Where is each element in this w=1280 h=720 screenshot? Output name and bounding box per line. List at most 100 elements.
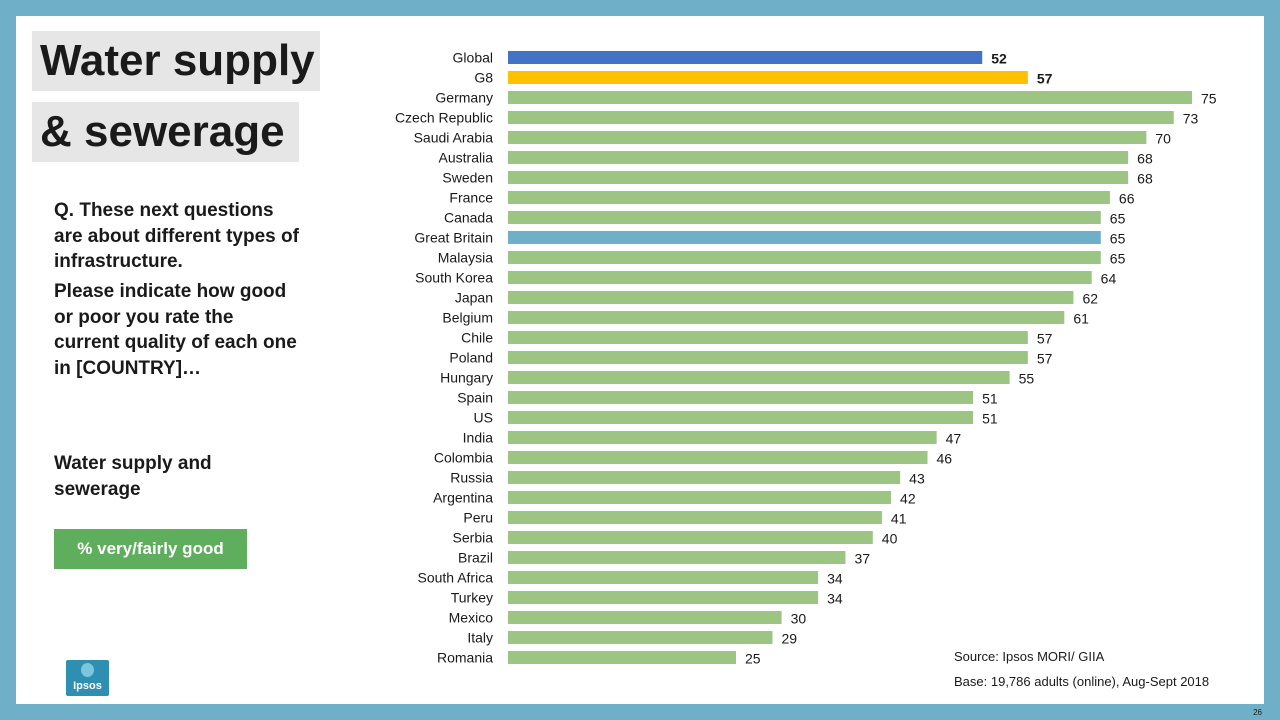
value-label-spain: 51 — [982, 391, 998, 407]
page-number: 26 — [1253, 708, 1262, 717]
category-label-serbia: Serbia — [453, 530, 494, 546]
category-label-saudi-arabia: Saudi Arabia — [414, 130, 494, 146]
value-label-turkey: 34 — [827, 591, 843, 607]
bar-germany — [508, 91, 1192, 104]
value-label-poland: 57 — [1037, 351, 1053, 367]
bar-turkey — [508, 591, 819, 604]
bar-hungary — [508, 371, 1010, 384]
category-label-malaysia: Malaysia — [438, 250, 493, 266]
value-label-global: 52 — [991, 51, 1007, 67]
question-text-2: Please indicate how good or poor you rat… — [54, 281, 297, 379]
value-label-brazil: 37 — [854, 551, 870, 567]
category-label-mexico: Mexico — [449, 610, 494, 626]
value-label-us: 51 — [982, 411, 998, 427]
value-label-south-korea: 64 — [1101, 271, 1117, 287]
title-line-2: & sewerage — [32, 102, 299, 162]
category-label-germany: Germany — [435, 90, 493, 106]
bar-saudi-arabia — [508, 131, 1147, 144]
category-label-chile: Chile — [461, 330, 493, 346]
category-label-peru: Peru — [463, 510, 493, 526]
value-label-chile: 57 — [1037, 331, 1053, 347]
bar-canada — [508, 211, 1101, 224]
bar-global — [508, 51, 983, 64]
value-label-peru: 41 — [891, 511, 907, 527]
bar-belgium — [508, 311, 1065, 324]
bar-russia — [508, 471, 901, 484]
logo-swirl-icon — [81, 663, 94, 677]
bar-mexico — [508, 611, 782, 624]
bar-colombia — [508, 451, 928, 464]
category-label-australia: Australia — [439, 150, 494, 166]
value-label-france: 66 — [1119, 191, 1135, 207]
subject-label: Water supply and sewerage — [54, 453, 212, 500]
category-label-czech-republic: Czech Republic — [395, 110, 493, 126]
category-label-south-korea: South Korea — [415, 270, 493, 286]
bar-spain — [508, 391, 974, 404]
category-label-russia: Russia — [450, 470, 493, 486]
ipsos-logo: Ipsos — [66, 660, 109, 696]
category-label-global: Global — [453, 50, 493, 66]
value-label-japan: 62 — [1082, 291, 1098, 307]
bar-czech-republic — [508, 111, 1174, 124]
bar-peru — [508, 511, 882, 524]
base-note: Base: 19,786 adults (online), Aug-Sept 2… — [954, 674, 1210, 689]
bar-italy — [508, 631, 773, 644]
bar-sweden — [508, 171, 1129, 184]
title-line-1: Water supply — [32, 31, 320, 91]
value-label-hungary: 55 — [1019, 371, 1035, 387]
value-label-czech-republic: 73 — [1183, 111, 1199, 127]
bar-malaysia — [508, 251, 1101, 264]
category-label-romania: Romania — [437, 650, 493, 666]
bar-india — [508, 431, 937, 444]
value-label-canada: 65 — [1110, 211, 1126, 227]
value-label-south-africa: 34 — [827, 571, 843, 587]
category-label-us: US — [474, 410, 493, 426]
measure-badge: % very/fairly good — [54, 529, 247, 569]
category-label-brazil: Brazil — [458, 550, 493, 566]
slide: Water supply & sewerage Q. These next qu… — [16, 16, 1264, 704]
value-label-great-britain: 65 — [1110, 231, 1126, 247]
value-label-malaysia: 65 — [1110, 251, 1126, 267]
category-label-g8: G8 — [474, 70, 493, 86]
value-label-g8: 57 — [1037, 71, 1053, 87]
bar-australia — [508, 151, 1129, 164]
bar-g8 — [508, 71, 1028, 84]
category-label-colombia: Colombia — [434, 450, 493, 466]
category-label-argentina: Argentina — [433, 490, 493, 506]
category-label-sweden: Sweden — [442, 170, 493, 186]
category-label-poland: Poland — [449, 350, 493, 366]
category-label-spain: Spain — [457, 390, 493, 406]
bar-south-africa — [508, 571, 819, 584]
bar-chile — [508, 331, 1028, 344]
bar-great-britain — [508, 231, 1101, 244]
value-label-mexico: 30 — [791, 611, 807, 627]
category-label-great-britain: Great Britain — [414, 230, 493, 246]
category-label-turkey: Turkey — [451, 590, 493, 606]
bar-serbia — [508, 531, 873, 544]
value-label-belgium: 61 — [1073, 311, 1089, 327]
category-label-belgium: Belgium — [442, 310, 493, 326]
bar-poland — [508, 351, 1028, 364]
bar-brazil — [508, 551, 846, 564]
category-label-canada: Canada — [444, 210, 493, 226]
value-label-colombia: 46 — [937, 451, 953, 467]
category-label-hungary: Hungary — [440, 370, 493, 386]
value-label-serbia: 40 — [882, 531, 898, 547]
value-label-saudi-arabia: 70 — [1155, 131, 1171, 147]
source-note: Source: Ipsos MORI/ GIIA — [954, 649, 1105, 664]
category-label-south-africa: South Africa — [418, 570, 494, 586]
category-label-france: France — [449, 190, 493, 206]
bar-romania — [508, 651, 736, 664]
bar-south-korea — [508, 271, 1092, 284]
value-label-russia: 43 — [909, 471, 925, 487]
value-label-romania: 25 — [745, 651, 761, 667]
value-label-argentina: 42 — [900, 491, 916, 507]
bar-us — [508, 411, 974, 424]
category-label-japan: Japan — [455, 290, 493, 306]
category-label-india: India — [463, 430, 494, 446]
bar-japan — [508, 291, 1074, 304]
value-label-italy: 29 — [781, 631, 797, 647]
value-label-sweden: 68 — [1137, 171, 1153, 187]
bar-france — [508, 191, 1110, 204]
question-text-1: Q. These next questions are about differ… — [54, 200, 299, 272]
